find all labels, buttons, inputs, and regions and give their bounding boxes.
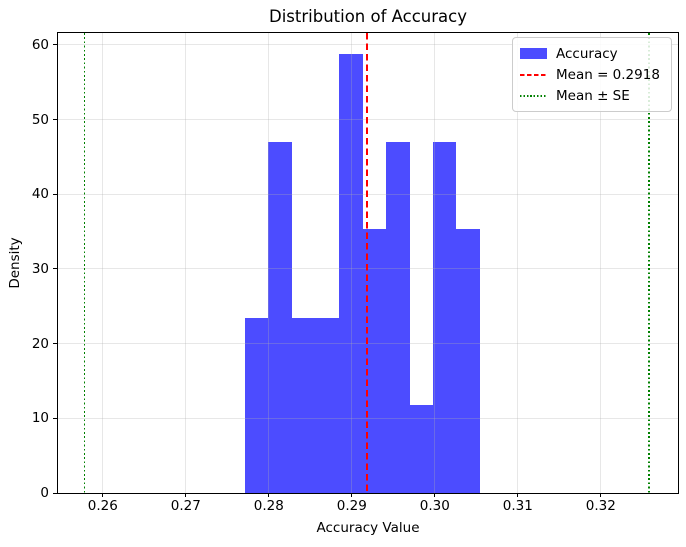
y-tick-mark [53,44,58,46]
mean-line [365,33,368,493]
x-tick-mark [185,493,187,497]
y-tick-mark [53,268,58,270]
lines-layer [58,33,678,493]
histogram-bar [362,229,386,493]
x-tick-mark [268,493,270,497]
y-tick-label: 10 [31,410,49,427]
x-gridline [185,33,187,493]
ticks-layer: 0.26 0.27 0.28 0.29 0.30 0.31 0.32 0 10 20 30 40 50 6… [32,33,678,514]
histogram-bar [409,404,434,493]
y-tick-mark [53,119,58,121]
y-tick-mark [53,343,58,345]
dotted-line-swatch [520,94,547,97]
se-line [648,33,650,493]
x-gridline [268,33,270,493]
x-tick-mark [434,493,436,497]
x-tick-label: 0.32 [585,498,616,514]
x-tick-label: 0.27 [170,498,201,514]
histogram-bar [385,142,410,493]
histogram-bar [267,142,293,493]
y-tick-mark [53,417,58,419]
legend-label: Mean ± SE [556,87,630,104]
dashed-line-swatch [520,73,547,76]
x-tick-mark [600,493,602,497]
legend-item: Mean ± SE [520,85,665,106]
legend: Accuracy Mean = 0.2918 Mean ± SE [512,37,672,112]
y-gridline [58,44,678,46]
chart-title: Distribution of Accuracy [269,7,467,26]
y-tick-mark [53,193,58,195]
x-tick-label: 0.31 [502,498,533,514]
y-tick-label: 0 [40,485,49,501]
y-gridline [58,417,678,419]
x-tick-label: 0.29 [336,498,367,514]
legend-label: Mean = 0.2918 [556,66,660,83]
histogram-bar [456,229,481,493]
patch-swatch [520,48,547,59]
y-tick-label: 30 [31,260,49,277]
y-tick-label: 40 [31,186,49,203]
x-axis-label: Accuracy Value [316,520,420,536]
legend-item: Accuracy [520,43,665,64]
histogram-bar [292,317,316,493]
x-gridline [102,33,104,493]
se-line [83,33,86,493]
x-tick-label: 0.28 [253,498,284,514]
y-gridline [58,268,678,270]
legend-label: Accuracy [556,45,618,62]
y-tick-mark [53,492,58,494]
x-gridline [351,33,353,493]
x-gridline [517,33,519,493]
histogram-bar [244,317,268,493]
y-gridline [58,193,678,195]
x-tick-mark [102,493,104,497]
legend-item: Mean = 0.2918 [520,64,665,85]
histogram-bar [433,142,457,493]
x-gridline [434,33,436,493]
y-tick-label: 50 [31,111,49,128]
plot-area: 0.26 0.27 0.28 0.29 0.30 0.31 0.32 0 10 20 30 40 50 6… [32,32,679,514]
x-tick-mark [517,493,519,497]
y-tick-label: 20 [31,335,49,352]
x-tick-mark [351,493,353,497]
x-tick-label: 0.26 [87,498,118,514]
bars-layer [58,33,678,493]
x-gridline [600,33,602,493]
grid-layer [58,33,678,493]
y-tick-label: 60 [31,36,49,53]
y-gridline [58,119,678,121]
y-gridline [58,343,678,345]
histogram-bar [315,317,339,493]
x-tick-label: 0.30 [419,498,450,514]
histogram-bar [338,53,363,493]
